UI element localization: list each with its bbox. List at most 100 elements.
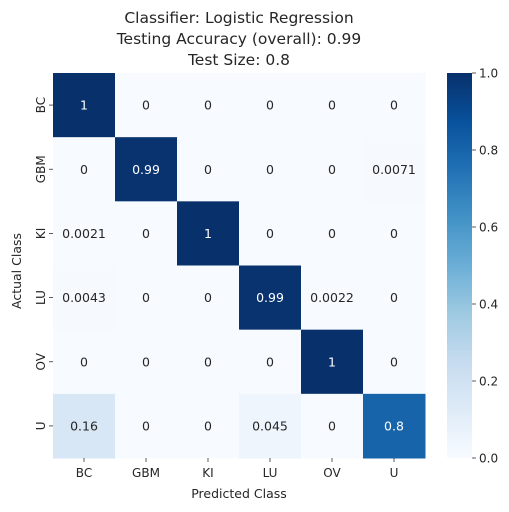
cell-value-label: 0 xyxy=(390,226,398,241)
cell-value-label: 0 xyxy=(328,98,336,113)
heatmap-cell xyxy=(53,265,116,331)
heatmap-cell xyxy=(239,137,302,202)
heatmap-cell xyxy=(239,201,302,266)
colorbar-ticks: 0.0 0.2 0.4 0.6 0.8 1.0 xyxy=(472,67,498,466)
colorbar-tick-label: 0.4 xyxy=(479,298,498,312)
colorbar-tick-label: 0.6 xyxy=(479,221,498,235)
cell-value-label: 0.0071 xyxy=(372,162,416,177)
heatmap-cell xyxy=(53,137,116,202)
heatmap-cell xyxy=(301,265,364,331)
heatmap-cell xyxy=(363,329,426,395)
cell-value-label: 0.045 xyxy=(252,418,288,433)
heatmap-cell xyxy=(363,201,426,266)
cell-value-label: 0.8 xyxy=(384,418,404,433)
cell-value-label: 0 xyxy=(142,354,150,369)
cell-value-label: 0.99 xyxy=(132,162,160,177)
heatmap-cell xyxy=(115,329,178,395)
cell-value-label: 0 xyxy=(328,226,336,241)
y-tick-label: KI xyxy=(34,228,48,239)
heatmap-cells xyxy=(53,73,426,459)
heatmap-cell xyxy=(239,73,302,138)
cell-value-label: 1 xyxy=(328,354,336,369)
heatmap-cell xyxy=(115,201,178,266)
y-tick-label: LU xyxy=(34,290,48,305)
heatmap-cell xyxy=(363,73,426,138)
cell-value-label: 0.99 xyxy=(256,290,284,305)
x-tick-label: GBM xyxy=(132,466,160,480)
chart-title-line-1: Classifier: Logistic Regression xyxy=(124,9,353,27)
heatmap-cell xyxy=(115,73,178,138)
cell-value-label: 0 xyxy=(204,418,212,433)
y-axis-label: Actual Class xyxy=(9,233,24,309)
heatmap-cell xyxy=(53,393,116,459)
y-tick-label: GBM xyxy=(34,155,48,183)
cell-value-label: 0 xyxy=(390,290,398,305)
heatmap-cell xyxy=(53,201,116,266)
y-tick-label: U xyxy=(34,422,48,431)
cell-value-label: 0 xyxy=(328,418,336,433)
cell-value-label: 0 xyxy=(204,98,212,113)
chart-title: Classifier: Logistic Regression Testing … xyxy=(116,9,362,69)
heatmap-cell xyxy=(115,393,178,459)
x-tick-label: U xyxy=(390,466,399,480)
x-tick-label: OV xyxy=(323,466,341,480)
cell-value-label: 0 xyxy=(266,226,274,241)
colorbar-tick-label: 0.0 xyxy=(479,452,498,466)
heatmap-cell xyxy=(177,201,240,266)
y-axis-ticks: BC GBM KI LU OV U xyxy=(34,97,53,430)
colorbar-tick-label: 1.0 xyxy=(479,67,498,81)
cell-value-label: 0 xyxy=(142,418,150,433)
heatmap-cell xyxy=(363,265,426,331)
x-tick-label: KI xyxy=(202,466,213,480)
heatmap-cell xyxy=(301,393,364,459)
heatmap-cell xyxy=(301,137,364,202)
chart-title-line-2: Testing Accuracy (overall): 0.99 xyxy=(116,30,362,48)
heatmap-cell xyxy=(177,393,240,459)
heatmap-cell xyxy=(239,393,302,459)
y-tick-label: OV xyxy=(34,352,48,370)
cell-value-label: 0 xyxy=(390,354,398,369)
colorbar-tick-label: 0.2 xyxy=(479,375,498,389)
cell-value-label: 0 xyxy=(204,354,212,369)
x-tick-label: LU xyxy=(263,466,278,480)
heatmap-cell xyxy=(301,201,364,266)
colorbar xyxy=(447,73,472,458)
cell-value-label: 0 xyxy=(204,290,212,305)
heatmap-cell xyxy=(363,137,426,202)
cell-value-label: 0 xyxy=(80,162,88,177)
heatmap-cell xyxy=(239,329,302,395)
cell-value-label: 0 xyxy=(142,98,150,113)
heatmap-cell xyxy=(53,329,116,395)
x-tick-label: BC xyxy=(76,466,92,480)
cell-value-label: 0.0043 xyxy=(62,290,106,305)
cell-value-label: 0 xyxy=(266,162,274,177)
cell-value-label: 0 xyxy=(142,290,150,305)
y-tick-label: BC xyxy=(34,97,48,113)
cell-value-label: 0 xyxy=(266,98,274,113)
heatmap-cell xyxy=(177,73,240,138)
x-axis-ticks: BC GBM KI LU OV U xyxy=(76,458,399,480)
heatmap-cell xyxy=(115,265,178,331)
heatmap-cell-labels: 1 0 0 0 0 0 0 0.99 0 0 0 0.0071 0.0021 0 1 0 0 0 0.0043 0 0 0… xyxy=(62,98,416,434)
heatmap-cell xyxy=(239,265,302,331)
heatmap-cell xyxy=(177,329,240,395)
cell-value-label: 0.0022 xyxy=(310,290,354,305)
heatmap-cell xyxy=(301,73,364,138)
cell-value-label: 0 xyxy=(390,98,398,113)
cell-value-label: 0 xyxy=(204,162,212,177)
cell-value-label: 0 xyxy=(328,162,336,177)
heatmap-cell xyxy=(177,137,240,202)
cell-value-label: 0.16 xyxy=(70,418,98,433)
cell-value-label: 0 xyxy=(142,226,150,241)
x-axis-label: Predicted Class xyxy=(191,486,287,501)
cell-value-label: 1 xyxy=(204,226,212,241)
heatmap-cell xyxy=(177,265,240,331)
heatmap-cell xyxy=(301,329,364,395)
cell-value-label: 0.0021 xyxy=(62,226,106,241)
heatmap-cell xyxy=(53,73,116,138)
cell-value-label: 1 xyxy=(80,98,88,113)
heatmap-cell xyxy=(115,137,178,202)
heatmap-cell xyxy=(363,393,426,459)
cell-value-label: 0 xyxy=(80,354,88,369)
